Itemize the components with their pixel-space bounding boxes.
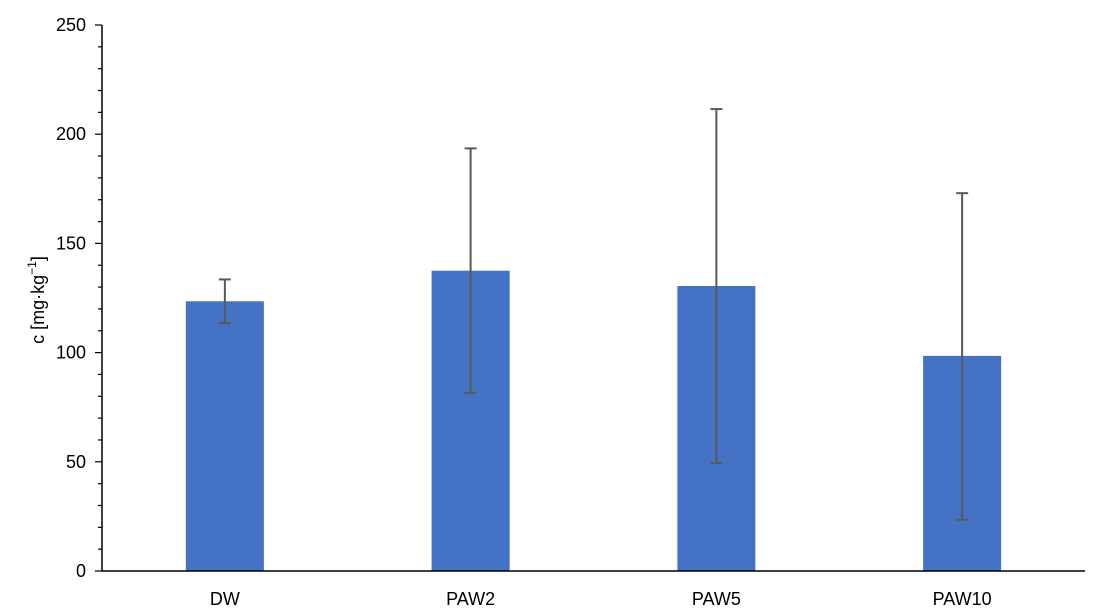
bar-dw bbox=[185, 301, 264, 571]
x-tick-label: PAW10 bbox=[933, 589, 992, 609]
y-tick-label: 100 bbox=[56, 343, 86, 363]
y-axis-title: c [mg·kg−1] bbox=[25, 256, 48, 344]
y-axis-ticks: 0 50 100 150 200 250 bbox=[56, 15, 102, 581]
x-tick-label: PAW2 bbox=[446, 589, 495, 609]
y-tick-label: 150 bbox=[56, 233, 86, 253]
y-tick-label: 200 bbox=[56, 124, 86, 144]
bars bbox=[185, 270, 1002, 571]
y-axis-title-main: c [mg·kg bbox=[28, 275, 48, 344]
y-tick-label: 250 bbox=[56, 15, 86, 35]
y-axis-title-suffix: ] bbox=[28, 256, 48, 261]
y-tick-label: 0 bbox=[76, 561, 86, 581]
x-tick-label: DW bbox=[210, 589, 240, 609]
y-tick-label: 50 bbox=[66, 452, 86, 472]
y-axis-title-superscript: −1 bbox=[25, 261, 39, 275]
x-axis-tick-labels: DW PAW2 PAW5 PAW10 bbox=[210, 589, 992, 609]
x-tick-label: PAW5 bbox=[692, 589, 741, 609]
error-bars bbox=[218, 108, 969, 521]
